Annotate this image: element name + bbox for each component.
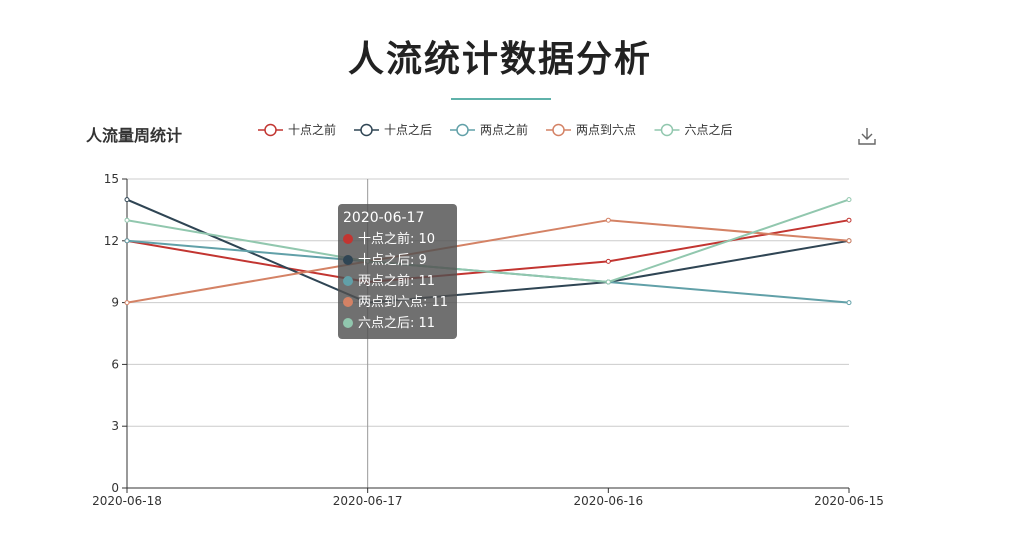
data-point — [605, 279, 611, 285]
series-line — [126, 198, 850, 304]
tooltip-row-label: 两点之前: 11 — [358, 274, 436, 289]
tooltip-row-label: 十点之前: 10 — [358, 232, 436, 247]
data-point — [846, 300, 852, 306]
data-point — [846, 238, 852, 244]
tooltip-row: 两点之前: 11 — [343, 271, 452, 292]
data-point — [605, 217, 611, 223]
line-chart: 0 3 6 9 12 15 2020-06-18 2020-06-17 2020-06-16 20… — [92, 122, 884, 508]
y-tick-label: 12 — [104, 234, 119, 248]
legend-label: 六点之后 — [685, 123, 733, 137]
title-underline — [451, 98, 551, 100]
y-tick-label: 6 — [111, 357, 119, 371]
y-tick-label: 3 — [111, 419, 119, 433]
tooltip-dot — [343, 318, 353, 328]
data-point — [605, 258, 611, 264]
series-line — [126, 198, 850, 284]
legend-item[interactable]: 两点到六点 — [546, 123, 636, 137]
tooltip-row-label: 六点之后: 11 — [358, 316, 436, 331]
tooltip-date: 2020-06-17 — [343, 210, 425, 226]
legend-label: 十点之后 — [384, 123, 432, 137]
x-tick-label: 2020-06-16 — [573, 494, 643, 508]
tooltip-dot — [343, 297, 353, 307]
tooltip-row: 十点之前: 10 — [343, 229, 452, 250]
data-point — [846, 217, 852, 223]
legend-item[interactable]: 两点之前 — [450, 122, 528, 137]
x-tick-label: 2020-06-15 — [814, 494, 884, 508]
data-point — [124, 238, 130, 244]
x-tick-label: 2020-06-18 — [92, 494, 162, 508]
tooltip-row-label: 两点到六点: 11 — [358, 295, 449, 310]
tooltip-dot — [343, 234, 353, 244]
tooltip-dot — [343, 276, 353, 286]
legend-label: 十点之前 — [288, 122, 336, 137]
data-point — [124, 217, 130, 223]
legend-item[interactable]: 十点之前 — [258, 122, 336, 137]
y-tick-label: 9 — [111, 296, 119, 310]
legend-marker — [456, 123, 469, 137]
tooltip-row-label: 十点之后: 9 — [358, 253, 427, 268]
data-point — [846, 197, 852, 203]
y-tick-label: 15 — [104, 172, 119, 186]
legend-marker — [660, 123, 674, 137]
data-point — [124, 197, 130, 203]
legend-label: 两点到六点 — [576, 123, 636, 137]
legend-label: 两点之前 — [480, 122, 528, 137]
series-line — [126, 219, 850, 284]
chart-tooltip: 2020-06-17 十点之前: 10 十点之后: 9 两点之前: 11 两点到… — [338, 204, 457, 339]
legend-marker — [552, 123, 565, 137]
tooltip-dot — [343, 255, 353, 265]
legend-item[interactable]: 六点之后 — [654, 123, 733, 137]
y-tick-label: 0 — [111, 481, 119, 495]
legend-marker — [264, 123, 277, 137]
page-title: 人流统计数据分析 — [347, 39, 652, 80]
download-icon[interactable] — [857, 126, 877, 146]
tooltip-row: 两点到六点: 11 — [343, 292, 452, 313]
legend-item[interactable]: 十点之后 — [354, 123, 432, 137]
chart-title: 人流量周统计 — [86, 126, 183, 145]
series-line — [126, 219, 850, 304]
legend-marker — [360, 123, 373, 137]
tooltip-row: 十点之后: 9 — [343, 250, 452, 271]
tooltip-row: 六点之后: 11 — [343, 313, 452, 334]
x-tick-label: 2020-06-17 — [333, 494, 403, 508]
data-point — [124, 300, 130, 306]
